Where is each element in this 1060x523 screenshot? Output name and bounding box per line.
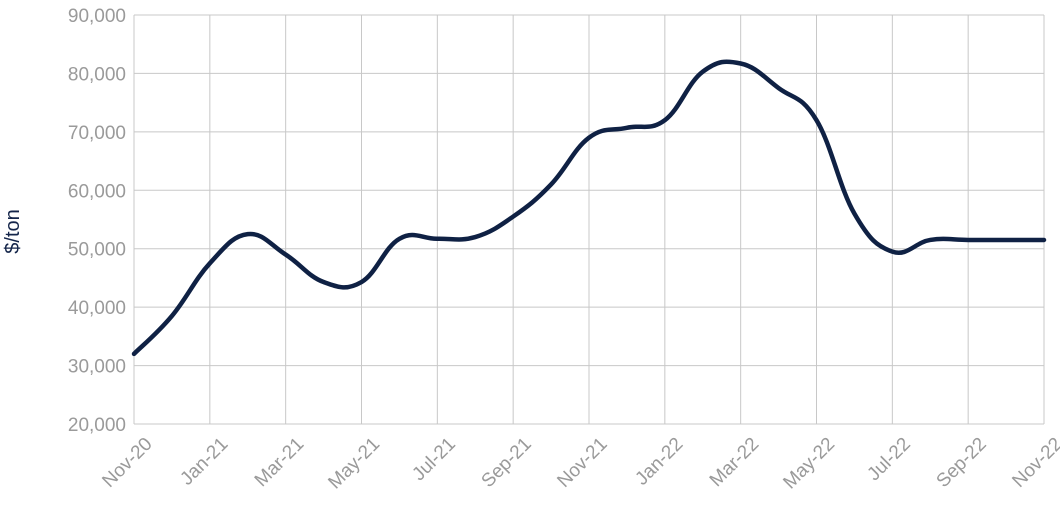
x-tick-label: Mar-22 [706,434,763,491]
x-tick-label: Nov-21 [553,434,611,492]
x-tick-label: May-22 [779,434,839,494]
x-tick-label: Sep-21 [478,434,536,492]
x-tick-label: Jul-21 [408,434,459,485]
x-axis-ticks: Nov-20 Jan-21 Mar-21 May-21 Jul-21 Sep-21 Nov-… [98,434,1060,494]
x-tick-label: Jan-22 [631,434,687,490]
y-tick-label: 20,000 [68,415,126,436]
y-tick-label: 30,000 [68,357,126,378]
grid-layer [133,14,1045,425]
x-tick-label: May-21 [324,434,384,494]
y-tick-label: 80,000 [68,64,126,85]
y-axis-ticks: 20,000 30,000 40,000 50,000 60,000 70,000 80,0… [68,6,126,436]
y-tick-label: 40,000 [68,298,126,319]
x-tick-label: Sep-22 [933,434,991,492]
y-tick-label: 50,000 [68,240,126,261]
x-tick-label: Jul-22 [863,434,914,485]
x-tick-label: Jan-21 [176,434,232,490]
series-line [131,59,1047,357]
y-tick-label: 60,000 [68,181,126,202]
x-tick-label: Mar-21 [251,434,308,491]
x-tick-label: Nov-20 [98,434,156,492]
x-tick-label: Nov-22 [1008,434,1060,492]
y-tick-label: 90,000 [68,6,126,27]
y-tick-label: 70,000 [68,123,126,144]
y-axis-label: $/ton [2,209,24,253]
